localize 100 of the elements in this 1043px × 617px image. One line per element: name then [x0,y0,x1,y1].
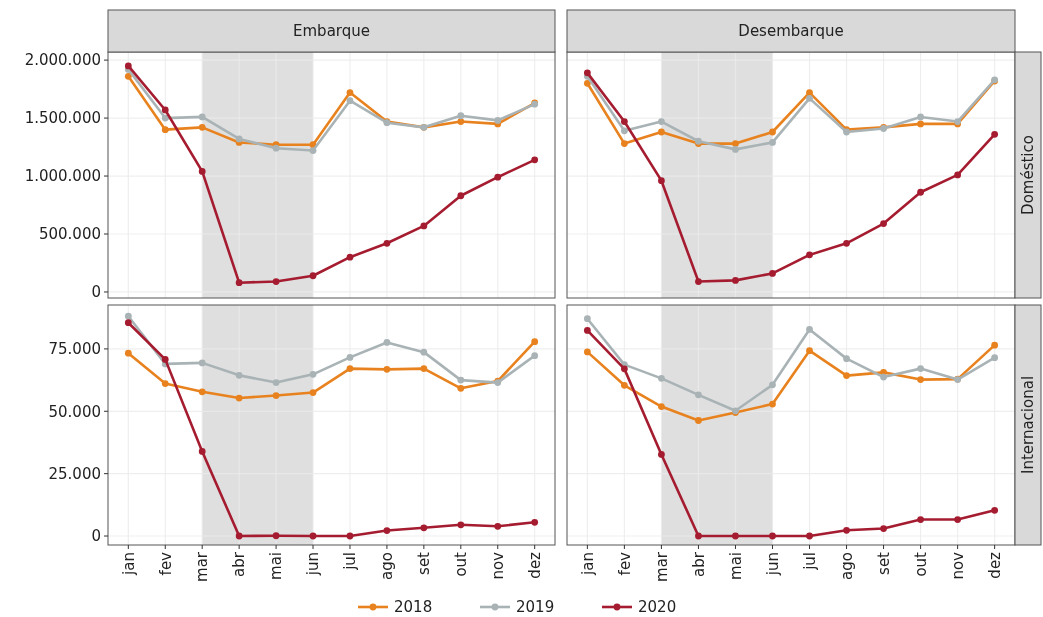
point [494,522,502,530]
point [695,391,702,399]
chart-title: Desembarque [738,22,844,41]
x-tick-label: jul [341,552,360,571]
point [494,117,502,124]
point [732,532,739,540]
x-tick-label: nov [488,551,507,580]
point [732,276,739,284]
point [917,188,924,196]
point [124,319,132,327]
point [198,113,206,121]
point [843,355,850,363]
y2-axis-title: Internacional [1019,375,1038,475]
point [198,448,206,455]
x-tick-label: out [452,551,471,577]
y-tick-label: 75.000 [48,340,101,359]
x-tick-label: jan [578,552,597,576]
point [420,365,428,373]
point [658,451,665,458]
point [531,352,539,360]
point [272,532,280,540]
point [346,532,354,540]
point [620,140,628,147]
y-tick-label: 500.000 [38,225,101,244]
point [583,315,591,323]
point [124,62,132,70]
x-tick-label: mar [652,551,671,582]
point [457,192,465,200]
point [457,112,465,120]
point [383,365,391,373]
point [161,114,169,122]
point [620,365,628,373]
point [420,348,428,356]
point [235,371,243,379]
y-tick-label: 1.000.000 [24,167,101,186]
point [991,130,999,138]
point [383,339,391,346]
point [695,532,702,540]
x-tick-label: out [911,551,930,577]
point [732,140,739,147]
point [124,312,132,320]
point [457,384,465,392]
point [124,349,132,357]
legend-label: 2019 [516,598,555,617]
point [198,359,206,367]
point [954,516,962,523]
point [806,89,813,96]
point [346,253,354,261]
point [843,239,850,247]
point [917,376,924,383]
point [991,506,999,514]
y2-axis-title: Doméstico [1019,135,1038,215]
point [346,365,354,373]
point [658,118,665,125]
x-tick-label: fev [156,551,175,576]
x-tick-label: mai [267,552,286,580]
point [806,251,813,259]
point [420,222,428,230]
x-tick-label: fev [615,551,634,576]
y-tick-label: 0 [91,283,101,302]
x-tick-label: abr [230,551,249,577]
point [954,171,962,179]
x-tick-label: jun [763,552,782,577]
x-tick-label: set [415,551,434,575]
point [991,341,999,349]
point [235,135,243,143]
point [917,113,924,121]
point [235,532,243,540]
point [161,106,169,114]
y-tick-label: 1.500.000 [24,109,101,128]
y-tick-label: 50.000 [48,402,101,421]
point [531,156,539,164]
point [658,374,665,382]
x-tick-label: mai [726,552,745,580]
point [769,270,776,277]
legend-label: 2018 [394,598,433,617]
point [309,147,317,154]
point [235,279,243,287]
point [309,532,317,540]
point [272,379,280,386]
point [843,372,850,379]
point [346,97,354,105]
x-tick-label: set [874,551,893,575]
point [124,72,132,80]
x-tick-label: mar [193,551,212,582]
y-tick-label: 2.000.000 [24,51,101,70]
point [346,89,354,96]
point [198,123,206,131]
y-tick-label: 0 [91,527,101,546]
point [695,278,702,285]
point [620,118,628,125]
point [769,532,776,540]
x-tick-label: dez [985,551,1004,579]
x-tick-label: ago [837,552,856,580]
point [161,380,169,387]
point [272,392,280,399]
chart-title: Embarque [293,22,370,41]
x-tick-label: jul [800,552,819,571]
point [769,400,776,408]
point [620,381,628,389]
